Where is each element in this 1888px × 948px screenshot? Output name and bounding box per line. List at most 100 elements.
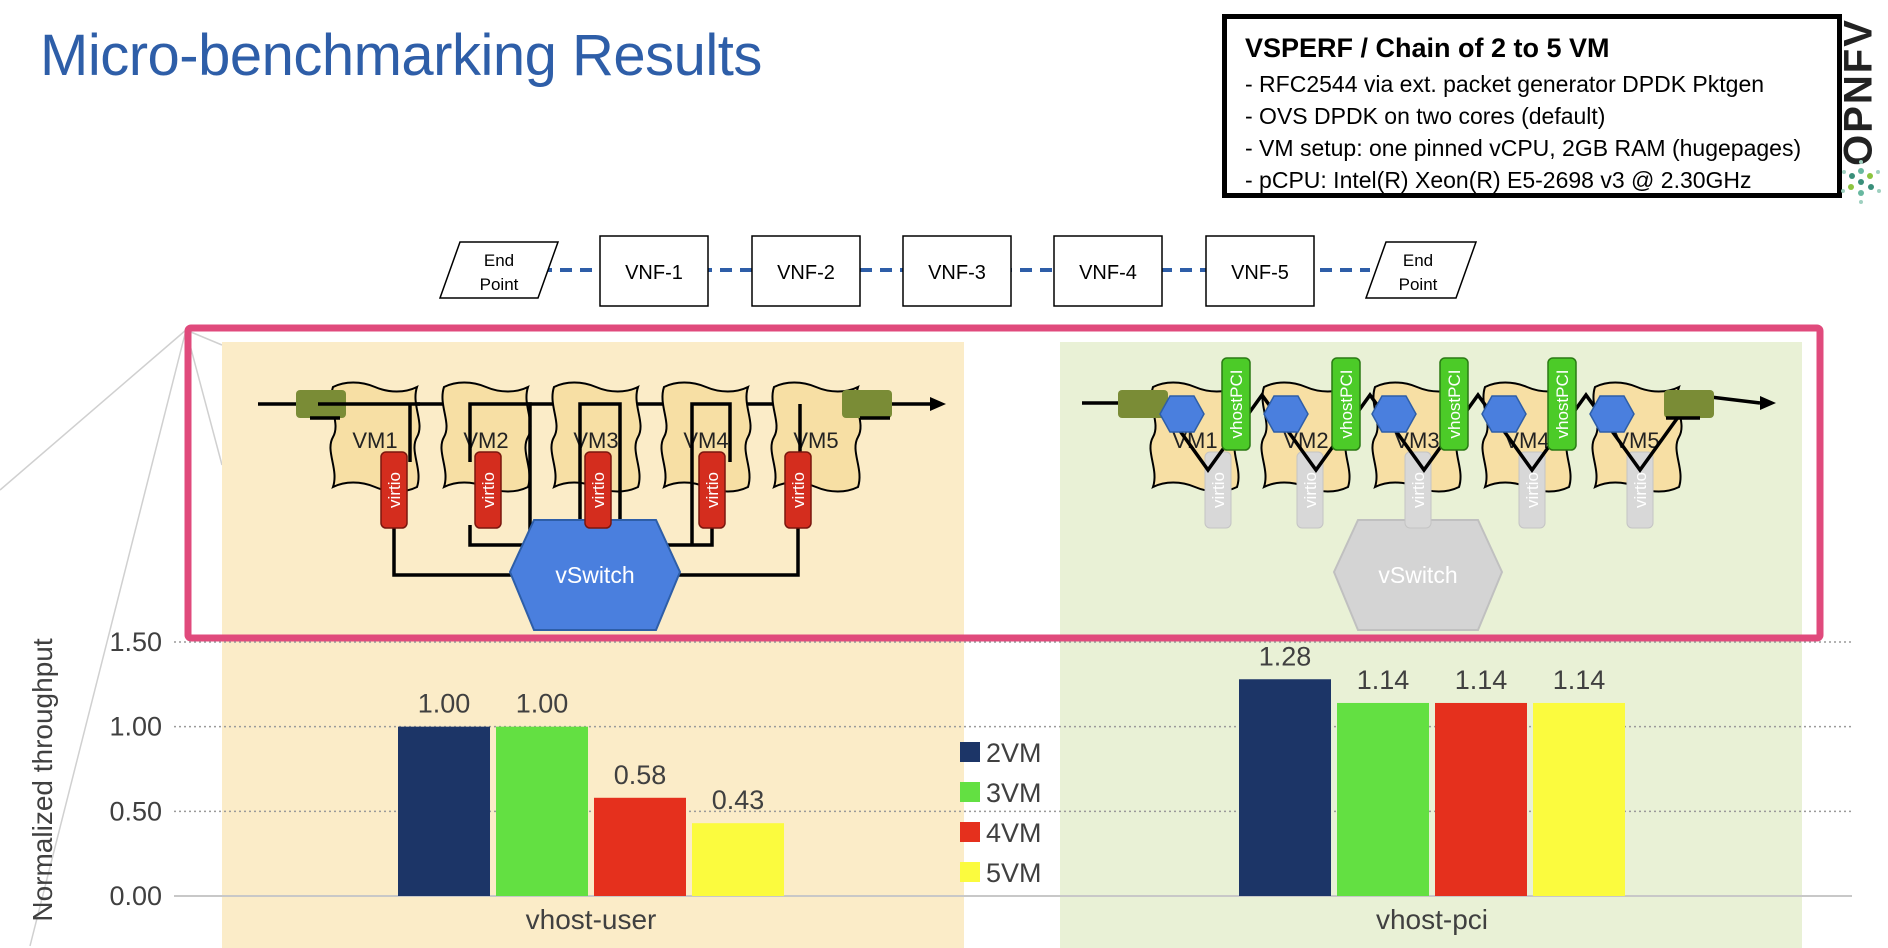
virtio-label: virtio (789, 472, 808, 508)
y-axis-label: Normalized throughput (27, 638, 58, 921)
vswitch-node: vSwitch (508, 519, 682, 631)
test-setup-line: - VM setup: one pinned vCPU, 2GB RAM (hu… (1245, 135, 1802, 161)
port-marker (1664, 390, 1714, 418)
diagram-highlight-frame (184, 324, 1824, 642)
endpoint-label: Point (1399, 275, 1438, 294)
virtio-interface: virtio (1296, 451, 1324, 529)
vhostpci-label: vhostPCI (1553, 370, 1572, 439)
legend-label: 4VM (986, 818, 1042, 848)
legend-label: 3VM (986, 778, 1042, 808)
vhostpci-interface: vhostPCI (1439, 357, 1469, 451)
category-label: vhost-user (526, 904, 657, 935)
endpoint-label: Point (480, 275, 519, 294)
bar-value-label: 1.00 (516, 689, 569, 719)
vnf-chain: End Point VNF-1 VNF-2 VNF-3 VNF-4 VNF-5 … (438, 235, 1478, 307)
vhost-user-diagram: VM1 VM2 VM3 VM4 VM5 vSwitc (258, 381, 946, 631)
legend-label: 2VM (986, 738, 1042, 768)
endpoint-label: End (484, 251, 514, 270)
y-tick-label: 1.00 (109, 712, 162, 742)
y-tick-label: 0.00 (109, 881, 162, 911)
opnfv-flower-icon (1841, 160, 1881, 204)
vhostpci-interface: vhostPCI (1221, 357, 1251, 451)
vnf-box: VNF-4 (1053, 235, 1163, 307)
legend-label: 5VM (986, 858, 1042, 888)
page-title: Micro-benchmarking Results (40, 23, 762, 88)
bar (398, 726, 490, 896)
vhostpci-label: vhostPCI (1445, 370, 1464, 439)
port-marker (842, 390, 892, 418)
legend-swatch (960, 782, 980, 802)
vm-label: VM4 (683, 428, 728, 453)
test-setup-line: - OVS DPDK on two cores (default) (1245, 103, 1606, 129)
throughput-bar-chart: 0.00 0.50 1.00 1.50 Normalized throughput 1… (27, 627, 1852, 935)
bar (692, 823, 784, 896)
virtio-interface: virtio (698, 451, 726, 529)
virtio-interface: virtio (1518, 451, 1546, 529)
legend-swatch (960, 742, 980, 762)
virtio-interface: virtio (584, 451, 612, 529)
vhostpci-endpoint-icon (1371, 395, 1417, 433)
vnf-label: VNF-5 (1231, 262, 1289, 284)
vnf-label: VNF-2 (777, 262, 835, 284)
bar (496, 726, 588, 896)
vnf-box: VNF-2 (751, 235, 861, 307)
bar-value-label: 1.14 (1455, 665, 1508, 695)
virtio-interface: virtio (1626, 451, 1654, 529)
virtio-label: virtio (1631, 472, 1650, 508)
y-tick-label: 1.50 (109, 627, 162, 657)
vhostpci-interface: vhostPCI (1547, 357, 1577, 451)
endpoint-label: End (1403, 251, 1433, 270)
virtio-label: virtio (479, 472, 498, 508)
virtio-label: virtio (589, 472, 608, 508)
test-setup-line: - RFC2544 via ext. packet generator DPDK… (1245, 71, 1765, 97)
vhostpci-endpoint-icon (1589, 395, 1635, 433)
test-setup-heading: VSPERF / Chain of 2 to 5 VM (1245, 33, 1610, 63)
vhostpci-endpoint-icon (1159, 395, 1205, 433)
vhostpci-endpoint-icon (1263, 395, 1309, 433)
bar-value-label: 0.43 (712, 785, 765, 815)
virtio-label: virtio (1301, 472, 1320, 508)
y-tick-label: 0.50 (109, 796, 162, 826)
bar (594, 797, 686, 896)
virtio-interface: virtio (380, 451, 408, 529)
zoom-lines (0, 329, 223, 947)
test-setup-box: VSPERF / Chain of 2 to 5 VM - RFC2544 vi… (1222, 14, 1842, 198)
bar-value-label: 1.14 (1357, 665, 1410, 695)
vswitch-node: vSwitch (1332, 519, 1504, 631)
legend-swatch (960, 822, 980, 842)
virtio-label: virtio (1209, 472, 1228, 508)
bar-value-label: 1.28 (1259, 641, 1312, 671)
legend-swatch (960, 862, 980, 882)
vhostpci-interface: vhostPCI (1331, 357, 1361, 451)
vnf-label: VNF-4 (1079, 262, 1137, 284)
bar-value-label: 0.58 (614, 760, 667, 790)
bar (1239, 679, 1331, 896)
bar (1337, 702, 1429, 896)
vnf-label: VNF-1 (625, 262, 683, 284)
virtio-interface: virtio (784, 451, 812, 529)
vhostpci-label: vhostPCI (1227, 370, 1246, 439)
bar-value-label: 1.00 (418, 689, 471, 719)
bar (1435, 702, 1527, 896)
chart-legend: 2VM 3VM 4VM 5VM (960, 738, 1042, 888)
virtio-label: virtio (1523, 472, 1542, 508)
virtio-label: virtio (703, 472, 722, 508)
bar (1533, 702, 1625, 896)
vnf-box: VNF-3 (902, 235, 1012, 307)
vswitch-label: vSwitch (1378, 562, 1457, 588)
vnf-label: VNF-3 (928, 262, 986, 284)
virtio-label: virtio (385, 472, 404, 508)
vnf-box: VNF-5 (1205, 235, 1315, 307)
chain-end-endpoint: End Point (1364, 241, 1478, 299)
vhost-pci-diagram: vSwitch VM1 VM2 VM3 VM4 VM5 virtio virtio… (1082, 357, 1776, 631)
vswitch-label: vSwitch (555, 562, 634, 588)
category-label: vhost-pci (1376, 904, 1488, 935)
virtio-label: virtio (1409, 472, 1428, 508)
vm-label: VM1 (352, 428, 397, 453)
chain-start-endpoint: End Point (438, 241, 560, 299)
bar-value-label: 1.14 (1553, 665, 1606, 695)
port-marker (1118, 390, 1168, 418)
test-setup-line: - pCPU: Intel(R) Xeon(R) E5-2698 v3 @ 2.… (1245, 167, 1752, 193)
